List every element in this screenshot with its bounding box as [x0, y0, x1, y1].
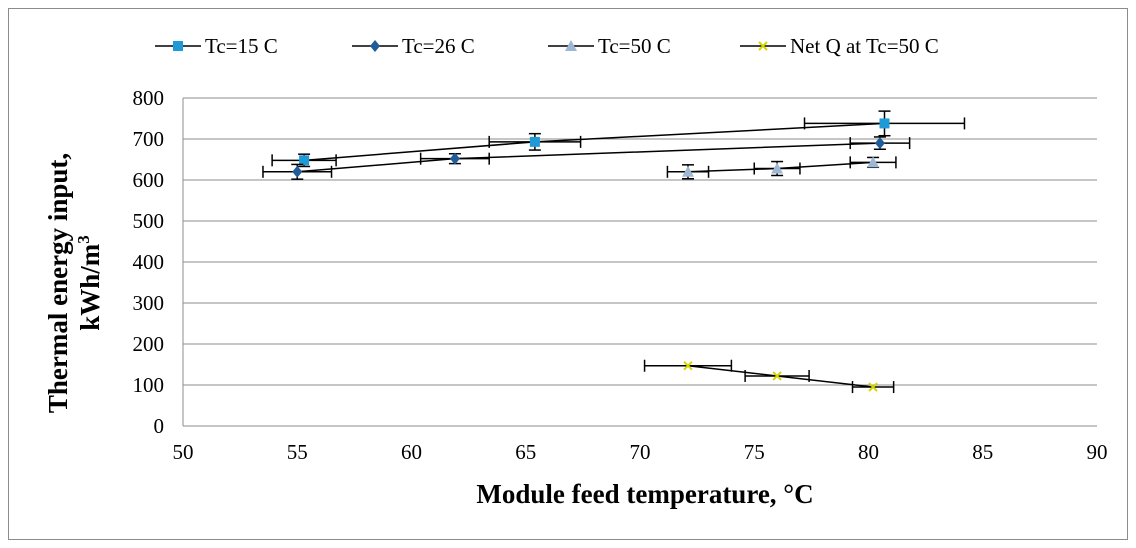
series-0-point-0	[299, 155, 310, 166]
series-0	[271, 110, 966, 168]
legend-label-1: Tc=26 C	[402, 34, 475, 58]
legend-marker-0	[173, 41, 183, 51]
x-tick-label-65: 65	[515, 440, 536, 464]
series-0-line	[304, 122, 885, 162]
series-2-point-2	[867, 156, 880, 168]
series-3-point-0	[683, 361, 693, 371]
y-axis-title-line2: kWh/m	[75, 243, 105, 331]
x-tick-label-70: 70	[630, 440, 651, 464]
y-tick-label-500: 500	[133, 209, 165, 233]
legend: Tc=15 C Tc=26 C Tc=50 C Net Q at Tc=50 C	[155, 34, 939, 58]
x-tick-label-90: 90	[1087, 440, 1108, 464]
legend-label-3: Net Q at Tc=50 C	[790, 34, 939, 58]
legend-item-2: Tc=50 C	[548, 34, 671, 58]
x-tick-label-80: 80	[858, 440, 879, 464]
legend-label-0: Tc=15 C	[205, 34, 278, 58]
series-1-point-1	[449, 152, 460, 165]
series-3-point-2	[868, 382, 878, 392]
series-2-point-0	[681, 165, 694, 177]
x-tick-labels: 50 55 60 65 70 75 80 85 90	[173, 440, 1108, 464]
series-3-point-1	[772, 371, 782, 381]
series-0-point-1	[529, 136, 540, 147]
y-tick-label-200: 200	[133, 332, 165, 356]
legend-marker-2	[565, 40, 577, 51]
y-tick-label-800: 800	[133, 86, 165, 110]
legend-marker-1	[370, 40, 380, 52]
y-tick-label-700: 700	[133, 127, 165, 151]
chart-area	[8, 8, 1128, 540]
x-tick-label-75: 75	[744, 440, 765, 464]
series-3-point-1-stroke-b	[772, 371, 782, 381]
y-axis-title-2: kWh/m3	[74, 235, 105, 331]
y-axis-title-line2-group: kWh/m3	[74, 235, 105, 331]
x-axis-title: Module feed temperature, °C	[476, 479, 813, 509]
y-tick-label-600: 600	[133, 168, 165, 192]
gridlines	[182, 97, 1097, 427]
series-3-point-2-stroke-b	[868, 382, 878, 392]
y-tick-labels: 0 100 200 300 400 500 600 700 800	[133, 86, 165, 438]
y-axis-title-superscript: 3	[74, 235, 93, 244]
series-3	[643, 359, 895, 394]
y-axis-title: Thermal energy input,	[43, 153, 73, 413]
x-tick-label-60: 60	[401, 440, 422, 464]
legend-item-0: Tc=15 C	[155, 34, 278, 58]
legend-marker-3-stroke-b	[758, 41, 768, 51]
series-1	[262, 136, 911, 180]
x-tick-label-85: 85	[972, 440, 993, 464]
series-1-point-2	[874, 137, 885, 150]
legend-label-2: Tc=50 C	[598, 34, 671, 58]
series-2-point-1	[771, 162, 784, 174]
x-tick-label-50: 50	[173, 440, 194, 464]
legend-item-3: Net Q at Tc=50 C	[740, 34, 939, 58]
x-tick-label-55: 55	[287, 440, 308, 464]
series-1-point-0	[292, 165, 303, 178]
series-3-point-0-stroke-b	[683, 361, 693, 371]
y-tick-label-300: 300	[133, 291, 165, 315]
legend-item-1: Tc=26 C	[352, 34, 475, 58]
y-axis-title-line1: Thermal energy input,	[43, 153, 73, 413]
y-tick-label-100: 100	[133, 373, 165, 397]
y-tick-label-0: 0	[154, 414, 165, 438]
series-0-point-2	[879, 118, 890, 129]
y-tick-label-400: 400	[133, 250, 165, 274]
plot-area	[262, 110, 966, 394]
series-2	[666, 156, 897, 180]
legend-marker-3	[758, 41, 768, 51]
